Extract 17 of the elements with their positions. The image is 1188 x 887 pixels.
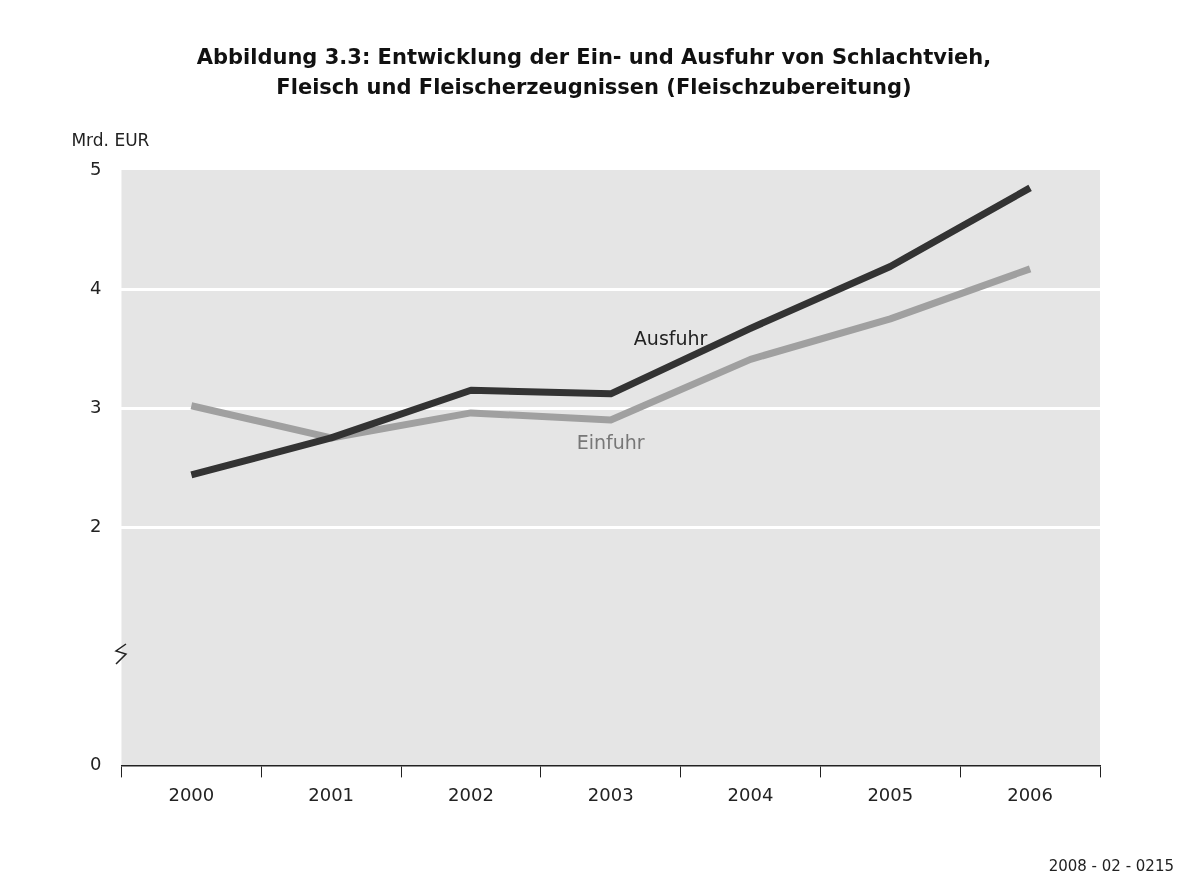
y-tick-label: 5: [90, 157, 102, 179]
y-tick-label: 3: [90, 395, 102, 417]
y-tick-label: 2: [90, 514, 102, 536]
x-tick-label: 2003: [587, 783, 634, 805]
text: 2008 - 02 - 0215: [1048, 857, 1174, 875]
series-label: Ausfuhr: [633, 326, 708, 349]
x-tick-label: 2000: [168, 783, 215, 805]
y-tick-label: 0: [90, 753, 102, 775]
y-tick-label: 4: [90, 276, 102, 298]
y-axis-title: Mrd. EUR: [71, 129, 150, 150]
x-tick-label: 2001: [308, 783, 355, 805]
x-tick-label: 2002: [448, 783, 494, 805]
x-tick-label: 2005: [867, 783, 914, 805]
x-tick-label: 2004: [727, 783, 774, 805]
chart-title: Abbildung 3.3: Entwicklung der Ein- und Ausfuhr von Schlachtvieh, Fleisch und Fleischerzeugnissen (Fleischzubereitung): [195, 44, 993, 101]
x-tick-label: 2006: [1007, 783, 1054, 805]
series-label: Einfuhr: [576, 430, 645, 453]
